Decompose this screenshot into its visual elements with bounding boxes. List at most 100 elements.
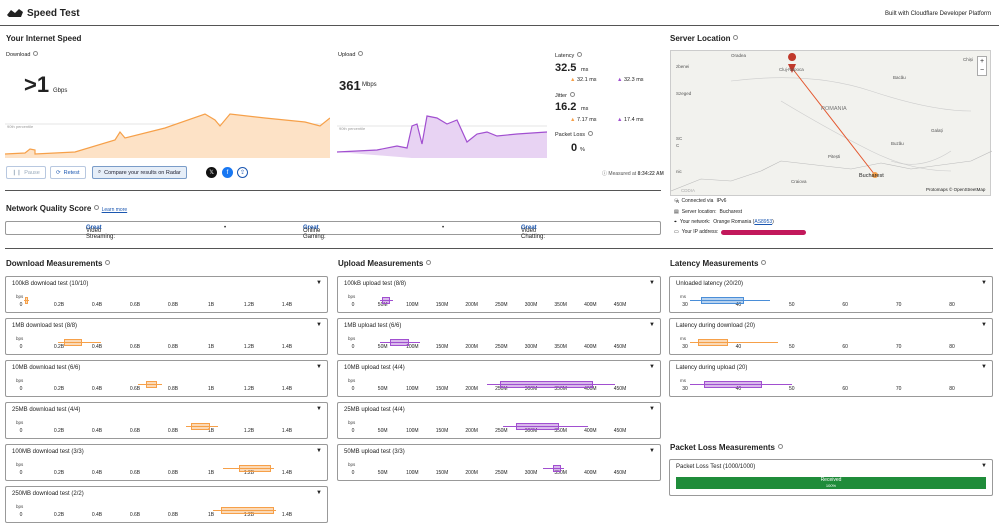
latency-up: ▲ 32.3 ms [617,77,644,83]
chevron-down-icon[interactable]: ▼ [649,364,655,370]
chevron-down-icon[interactable]: ▼ [649,406,655,412]
x-axis: 0 50M 100M 150M 200M 250M 300M 350M 400M 450M [351,428,627,434]
chevron-down-icon[interactable]: ▼ [649,322,655,328]
info-icon[interactable] [733,35,739,41]
chevron-down-icon[interactable]: ▼ [316,490,322,496]
info-icon[interactable] [94,205,100,211]
info-icon[interactable] [577,52,583,58]
test-title: 1MB upload test (6/6) [344,323,402,329]
info-icon[interactable] [587,131,593,137]
info-icon[interactable] [426,260,432,266]
latency-test-card[interactable]: Latency during upload (20) ▼ ms 30 40 50 60 70 8… [669,360,993,397]
info-icon[interactable] [33,51,39,57]
upload-test-card[interactable]: 25MB upload test (4/4) ▼ bps 0 50M 100M 150M 20… [337,402,661,439]
chevron-down-icon[interactable]: ▼ [316,364,322,370]
chevron-down-icon[interactable]: ▼ [316,406,322,412]
test-title: 100kB upload test (8/8) [344,281,407,287]
info-icon[interactable] [105,260,111,266]
retest-button[interactable]: ⟳ Retest [50,166,86,179]
download-test-card[interactable]: 100kB download test (10/10) ▼ bps 0 0.2B 0.4B… [5,276,328,313]
unit-label: bps [16,504,24,509]
tick-label: 50M [377,470,388,476]
info-icon[interactable] [761,260,767,266]
compare-radar-button[interactable]: ⌕ Compare your results on Radar [92,166,187,179]
server-map[interactable]: Oradea Cluj-Napoca zbenei Szeged ROMANIA… [670,50,992,204]
latency-test-card[interactable]: Unloaded latency (20/20) ▼ ms 30 40 50 60 70 80 [669,276,993,313]
unit-label: bps [348,336,356,341]
tick-label: 1.4B [281,344,293,350]
chevron-down-icon[interactable]: ▼ [316,322,322,328]
chevron-down-icon[interactable]: ▼ [981,364,987,370]
refresh-icon: ⟳ [56,169,61,176]
map-label: Chiși [963,57,974,62]
chevron-down-icon[interactable]: ▼ [981,322,987,328]
zoom-in-button[interactable]: + [979,58,985,65]
download-test-card[interactable]: 250MB download test (2/2) ▼ bps 0 0.2B 0.4B 0.… [5,486,328,523]
chevron-down-icon[interactable]: ▼ [316,448,322,454]
packet-loss-test-title: Packet Loss Test (1000/1000) [676,464,756,470]
download-label: Download [6,51,39,58]
upload-test-card[interactable]: 10MB upload test (4/4) ▼ bps 0 50M 100M 150M 20… [337,360,661,397]
tick-label: 200M [465,344,478,350]
upload-test-card[interactable]: 1MB upload test (6/6) ▼ bps 0 50M 100M 150M 200… [337,318,661,355]
box-plot [353,465,620,473]
chevron-down-icon[interactable]: ▼ [316,280,322,286]
tick-label: 0.6B [129,386,141,392]
tick-label: 40 [735,386,742,392]
box-plot [21,297,287,305]
tick-label: 0.2B [53,344,65,350]
tick-label: 50 [789,302,795,308]
upload-test-card[interactable]: 100kB upload test (8/8) ▼ bps 0 50M 100M 150M 2… [337,276,661,313]
zoom-out-button[interactable]: − [979,67,985,74]
info-icon[interactable] [777,444,783,450]
redacted-ip [721,229,807,235]
tick-label: 400M [584,386,597,392]
tick-label: 100M [406,386,419,392]
learn-more-link[interactable]: Learn more [101,207,128,213]
download-test-card[interactable]: 100MB download test (3/3) ▼ bps 0 0.2B 0.4B 0.… [5,444,328,481]
tick-label: 30 [682,344,688,350]
tick-label: 450M [613,470,627,476]
speed-heading: Your Internet Speed [6,34,82,43]
chevron-down-icon[interactable]: ▼ [981,280,987,286]
tick-label: 0.4B [91,302,103,308]
box-plot [21,381,287,389]
download-test-card[interactable]: 25MB download test (4/4) ▼ bps 0 0.2B 0.4B 0.6… [5,402,328,439]
latency-down: ▲ 32.1 ms [570,77,597,83]
tick-label: 0 [351,428,355,434]
asn-link[interactable]: AS8953 [754,219,773,225]
tick-label: 1B [207,302,215,308]
unit-label: bps [16,294,24,299]
chevron-down-icon: ▼ [981,463,987,469]
download-test-card[interactable]: 1MB download test (8/8) ▼ bps 0 0.2B 0.4B 0.6B… [5,318,328,355]
info-icon[interactable] [569,92,575,98]
upload-percentile-label: 90th percentile [339,126,366,131]
box-plot [353,423,620,431]
chevron-down-icon[interactable]: ▼ [649,448,655,454]
jitter-value: 16.2 [555,101,577,113]
share-icon[interactable]: ⇪ [237,167,248,178]
tick-label: 0.8B [167,470,179,476]
upload-test-card[interactable]: 50MB upload test (3/3) ▼ bps 0 50M 100M 150M 20… [337,444,661,481]
x-axis: 0 50M 100M 150M 200M 250M 300M 350M 400M 450M [351,470,627,476]
tick-label: 0.2B [53,386,65,392]
tick-label: 0 [351,470,355,476]
pause-button[interactable]: ❙❙ Pause [6,166,46,179]
tick-label: 0 [19,344,23,350]
tick-label: 450M [613,386,627,392]
x-share-icon[interactable]: 𝕏 [206,167,217,178]
facebook-share-icon[interactable]: f [222,167,233,178]
tick-label: 0 [19,428,23,434]
map-svg [671,53,992,192]
download-test-card[interactable]: 10MB download test (6/6) ▼ bps 0 0.2B 0.4B 0.6… [5,360,328,397]
zoom-control[interactable]: + − [977,56,987,76]
unit-label: bps [16,336,24,341]
latency-test-card[interactable]: Latency during download (20) ▼ ms 30 40 50 60 7… [669,318,993,355]
chevron-down-icon[interactable]: ▼ [649,280,655,286]
tick-label: 50 [789,344,795,350]
tick-label: 200M [465,470,478,476]
pause-icon: ❙❙ [12,169,22,176]
download-chart: 90th percentile [5,113,330,158]
map-label: Pitești [828,154,841,159]
info-icon[interactable] [358,51,364,57]
